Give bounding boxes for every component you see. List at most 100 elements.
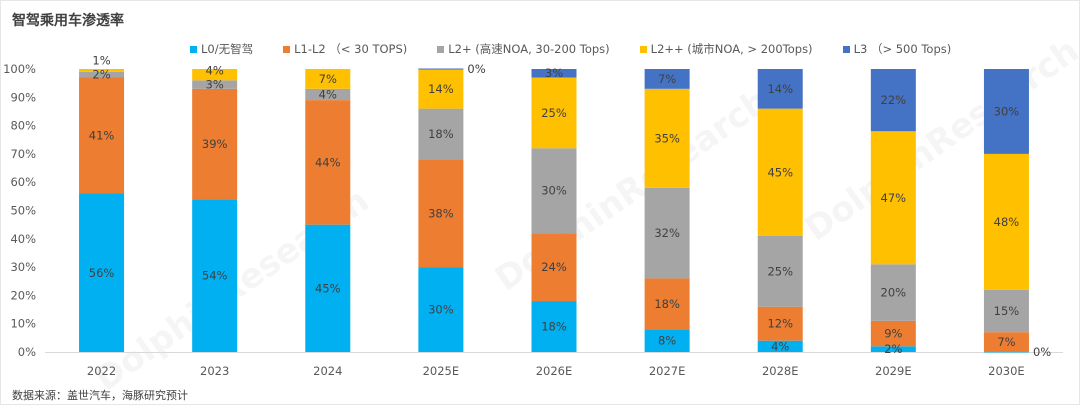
- source-note: 数据来源：盖世汽车，海豚研究预计: [12, 389, 188, 402]
- bar-segment: [192, 88, 238, 200]
- bar-segment: [192, 69, 238, 81]
- bar-segment: [531, 77, 577, 149]
- data-label: 38%: [428, 206, 454, 220]
- bar-segment: [757, 306, 803, 341]
- bar-segment: [305, 88, 351, 101]
- bar-segment: [79, 77, 125, 194]
- data-label: 1%: [92, 54, 110, 68]
- bar-segment: [305, 224, 351, 352]
- data-label: 25%: [767, 264, 793, 278]
- data-label: 54%: [202, 269, 228, 283]
- data-label: 32%: [654, 226, 680, 240]
- y-tick-label: 60%: [10, 175, 36, 189]
- legend-swatch: [283, 45, 291, 53]
- bar-segment: [79, 193, 125, 352]
- bar-segment: [983, 289, 1029, 333]
- data-label: 39%: [202, 137, 228, 151]
- data-label: 45%: [767, 165, 793, 179]
- bar-segment: [418, 267, 464, 352]
- legend-item: L2++ (城市NOA, > 200Tops): [639, 41, 813, 57]
- data-label: 3%: [545, 66, 563, 80]
- data-label: 22%: [881, 93, 907, 107]
- bar-segment: [757, 69, 803, 109]
- data-label: 44%: [315, 155, 341, 169]
- bar-segment: [757, 108, 803, 236]
- legend-item: L3 （> 500 Tops): [842, 41, 952, 57]
- legend-swatch: [842, 45, 850, 53]
- data-label: 4%: [319, 87, 337, 101]
- data-label: 25%: [541, 106, 567, 120]
- data-label: 48%: [994, 215, 1020, 229]
- data-label: 18%: [428, 127, 454, 141]
- data-label: 2%: [92, 68, 110, 82]
- x-tick-label: 2030E: [988, 364, 1025, 378]
- legend-swatch: [639, 45, 647, 53]
- data-label: 47%: [881, 191, 907, 205]
- data-label: 15%: [994, 304, 1020, 318]
- legend-item: L2+ (高速NOA, 30-200 Tops): [437, 41, 610, 57]
- legend-label: L2+ (高速NOA, 30-200 Tops): [448, 42, 610, 56]
- legend-label: L2++ (城市NOA, > 200Tops): [650, 42, 813, 56]
- data-label: 30%: [541, 184, 567, 198]
- legend-swatch: [437, 45, 445, 53]
- data-label: 41%: [89, 129, 115, 143]
- x-tick-label: 2025E: [423, 364, 460, 378]
- data-label: 20%: [881, 286, 907, 300]
- data-label: 7%: [319, 72, 337, 86]
- x-tick-label: 2028E: [762, 364, 799, 378]
- bar-segment: [983, 332, 1029, 352]
- data-label: 14%: [767, 82, 793, 96]
- data-label: 18%: [654, 297, 680, 311]
- data-label: 7%: [658, 72, 676, 86]
- data-label: 9%: [884, 327, 902, 341]
- bar-segment: [644, 278, 690, 330]
- data-label: 0%: [467, 62, 485, 76]
- y-tick-label: 80%: [10, 119, 36, 133]
- x-tick-label: 2022: [87, 364, 116, 378]
- bar-segment: [305, 100, 351, 225]
- bar-segment: [757, 235, 803, 307]
- x-tick-label: 2026E: [536, 364, 573, 378]
- y-tick-label: 30%: [10, 260, 36, 274]
- legend-label: L1-L2 （< 30 TOPS): [294, 42, 408, 56]
- data-label: 56%: [89, 266, 115, 280]
- y-tick-label: 100%: [3, 62, 36, 76]
- bar-segment: [983, 153, 1029, 290]
- y-tick-label: 10%: [10, 317, 36, 331]
- y-tick-label: 40%: [10, 232, 36, 246]
- x-tick-label: 2024: [313, 364, 342, 378]
- data-label: 4%: [206, 64, 224, 78]
- bar-segment: [644, 69, 690, 89]
- data-label: 35%: [654, 131, 680, 145]
- bar-segment: [192, 199, 238, 352]
- data-label: 30%: [994, 104, 1020, 118]
- data-label: 2%: [884, 342, 902, 356]
- data-label: 0%: [1033, 345, 1051, 359]
- bar-segment: [192, 80, 238, 89]
- bar-segment: [305, 69, 351, 89]
- bar-segment: [983, 69, 1029, 154]
- bar-segment: [644, 88, 690, 188]
- y-tick-label: 0%: [18, 345, 36, 359]
- legend-label: L3 （> 500 Tops): [853, 42, 952, 56]
- data-label: 8%: [658, 334, 676, 348]
- data-label: 3%: [206, 78, 224, 92]
- y-tick-label: 50%: [10, 204, 36, 218]
- bar-segment: [870, 346, 916, 352]
- bar-segment: [757, 340, 803, 352]
- bar-segment: [418, 108, 464, 160]
- bar-segment: [418, 159, 464, 268]
- data-label: 14%: [428, 82, 454, 96]
- y-tick-label: 70%: [10, 147, 36, 161]
- bar-segment: [418, 69, 464, 109]
- x-tick-label: 2023: [200, 364, 229, 378]
- bar-segment: [531, 233, 577, 302]
- bar-segment: [418, 68, 464, 70]
- chart-title: 智驾乘用车渗透率: [12, 13, 124, 29]
- bar-segment: [644, 329, 690, 352]
- legend: L0/无智驾 L1-L2 （< 30 TOPS) L2+ (高速NOA, 30-20…: [190, 41, 981, 57]
- bar-segment: [644, 187, 690, 279]
- y-tick-label: 20%: [10, 288, 36, 302]
- legend-label: L0/无智驾: [201, 42, 254, 56]
